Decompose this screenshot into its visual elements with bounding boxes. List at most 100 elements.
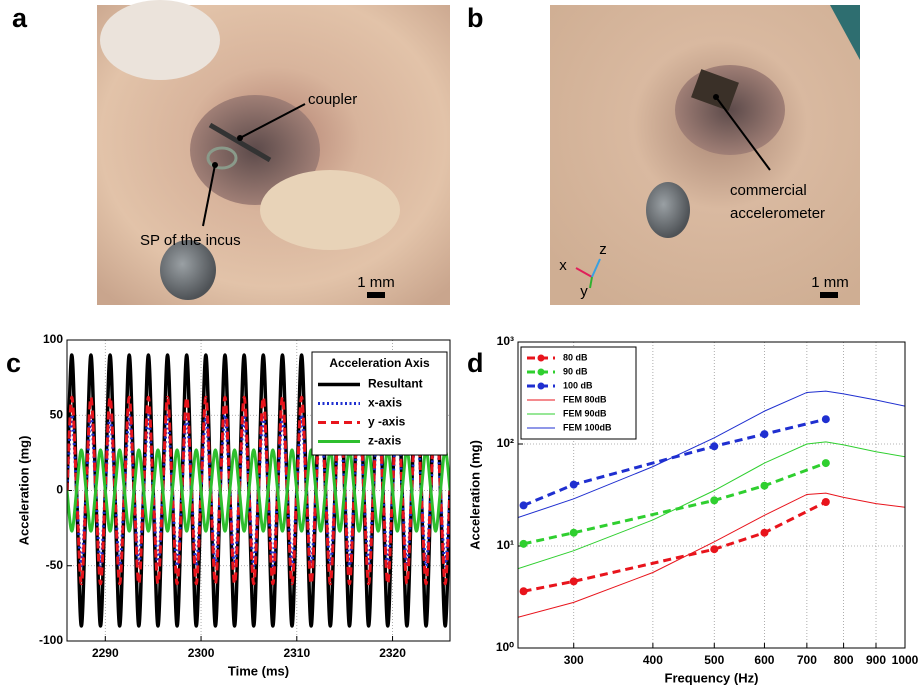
- x-tick-label: 400: [643, 653, 663, 667]
- sensor: [691, 69, 739, 111]
- y-tick-label: 10³: [497, 334, 514, 348]
- y-axis-label: Acceleration (mg): [16, 436, 31, 546]
- y-tick-label: 10²: [497, 436, 514, 450]
- axis-name: z: [599, 241, 607, 258]
- marker: [519, 539, 528, 548]
- legend-label: FEM 100dB: [563, 422, 612, 432]
- marker: [710, 442, 719, 451]
- tissue: [100, 0, 220, 80]
- plot: [518, 390, 905, 618]
- x-axis-label: Time (ms): [228, 663, 289, 678]
- legend-label: Resultant: [368, 377, 423, 391]
- x-tick-label: 600: [754, 653, 774, 667]
- pointer-dot: [212, 162, 218, 168]
- legend-box: [520, 346, 637, 440]
- axis-arrow: [591, 258, 601, 278]
- legend-label: 80 dB: [563, 352, 588, 362]
- axis-arrow: [589, 276, 593, 289]
- incus: [206, 146, 238, 170]
- y-tick-label: 0: [56, 483, 63, 497]
- pointer-dot: [713, 94, 719, 100]
- legend-label: FEM 90dB: [563, 408, 607, 418]
- y-tick-label: 10¹: [497, 538, 514, 552]
- annotation: SP of the incus: [140, 232, 241, 249]
- x-axis-label: Frequency (Hz): [665, 670, 759, 685]
- chart: 300 400 500 600 700 800 900 1000 10⁰ 10¹ 10² 10³ Fre…: [467, 334, 918, 685]
- axis-name: x: [559, 257, 567, 274]
- series-line: [518, 492, 905, 618]
- pointer: [202, 164, 216, 227]
- pointer: [715, 96, 771, 171]
- marker: [569, 480, 578, 489]
- marker: [821, 498, 830, 507]
- drape: [830, 5, 860, 60]
- x-tick-label: 1000: [892, 653, 919, 667]
- plot-frame: [66, 339, 451, 642]
- legend-marker: [537, 354, 545, 362]
- panel-a-photo: coupler SP of the incus 1 mm: [97, 0, 450, 305]
- x-tick-label: 900: [866, 653, 886, 667]
- legend: 80 dB 90 dB 100 dB FEM 80dB FEM 90dB FEM 100d…: [520, 346, 637, 440]
- series-line: [67, 395, 450, 586]
- marker: [821, 415, 830, 424]
- plot-frame: [517, 341, 906, 649]
- scale-bar: [367, 292, 385, 298]
- marker: [760, 528, 769, 537]
- x-tick-label: 2310: [283, 646, 310, 660]
- scale-label: 1 mm: [811, 274, 849, 291]
- coupler-shape: [208, 122, 272, 163]
- y-axis-label: Acceleration (mg): [467, 440, 482, 550]
- axis-arrow: [575, 267, 593, 278]
- chart: 2290 2300 2310 2320 -100 -50 0 50 100 Time (ms) Ac…: [16, 332, 451, 678]
- panel-b-photo: commercial accelerometer x z y 1 mm: [550, 5, 860, 305]
- y-tick-label: -50: [46, 558, 64, 572]
- series-line: [67, 448, 450, 533]
- cavity: [675, 65, 785, 155]
- pointer: [239, 103, 306, 139]
- series-line: [518, 390, 905, 519]
- marker: [821, 459, 830, 468]
- series-line: [518, 441, 905, 570]
- panel-label: a: [12, 3, 28, 33]
- marker: [710, 496, 719, 505]
- panel-label: b: [467, 3, 484, 33]
- marker: [710, 545, 719, 554]
- marker: [519, 587, 528, 596]
- legend-label: y -axis: [368, 415, 406, 429]
- marker: [760, 481, 769, 490]
- legend-label: z-axis: [368, 434, 402, 448]
- panel-label: d: [467, 348, 484, 378]
- legend-marker: [537, 382, 545, 390]
- x-tick-label: 2320: [379, 646, 406, 660]
- plot: [67, 353, 450, 628]
- x-tick-label: 2290: [92, 646, 119, 660]
- legend: Acceleration Axis Resultant x-axis y -axis z…: [311, 351, 448, 456]
- photo: [550, 5, 860, 305]
- y-tick-label: 50: [50, 407, 64, 421]
- x-tick-label: 800: [834, 653, 854, 667]
- legend-label: 90 dB: [563, 366, 588, 376]
- legend-label: 100 dB: [563, 380, 593, 390]
- y-tick-label: 10⁰: [496, 640, 514, 654]
- ossicle: [160, 240, 216, 300]
- annotation: coupler: [308, 91, 357, 108]
- tissue: [260, 170, 400, 250]
- legend-label: FEM 80dB: [563, 394, 607, 404]
- marker: [760, 430, 769, 439]
- annotation: accelerometer: [730, 205, 825, 222]
- x-tick-label: 300: [564, 653, 584, 667]
- annotation: commercial: [730, 182, 807, 199]
- ossicle: [646, 182, 690, 238]
- panel-label: c: [6, 348, 21, 378]
- legend-title: Acceleration Axis: [329, 356, 430, 370]
- scale-label: 1 mm: [357, 274, 395, 291]
- x-tick-label: 500: [704, 653, 724, 667]
- x-tick-label: 700: [797, 653, 817, 667]
- marker: [569, 528, 578, 537]
- axis-name: y: [580, 283, 588, 300]
- marker: [569, 577, 578, 586]
- scale-bar: [820, 292, 838, 298]
- y-tick-label: 100: [43, 332, 63, 346]
- legend-label: x-axis: [368, 396, 402, 410]
